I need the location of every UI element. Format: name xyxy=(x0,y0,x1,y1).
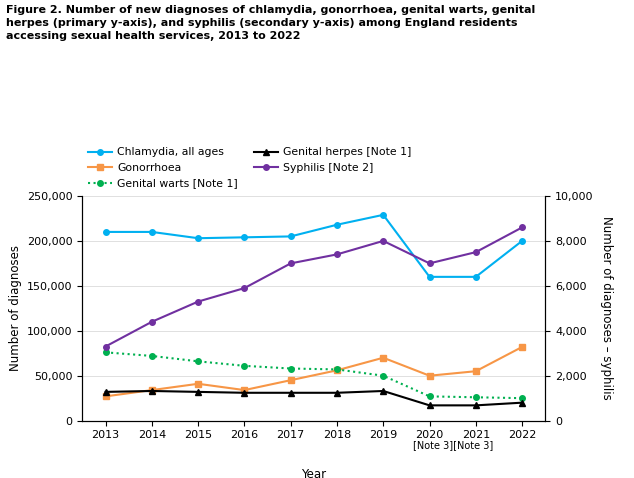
Text: Figure 2. Number of new diagnoses of chlamydia, gonorrhoea, genital warts, genit: Figure 2. Number of new diagnoses of chl… xyxy=(6,5,536,41)
X-axis label: Year: Year xyxy=(301,468,327,478)
Legend: Chlamydia, all ages, Gonorrhoea, Genital warts [Note 1], Genital herpes [Note 1]: Chlamydia, all ages, Gonorrhoea, Genital… xyxy=(88,148,411,188)
Y-axis label: Number of diagnoses: Number of diagnoses xyxy=(8,245,22,371)
Y-axis label: Number of diagnoses – syphilis: Number of diagnoses – syphilis xyxy=(600,217,613,400)
Text: [Note 3][Note 3]: [Note 3][Note 3] xyxy=(413,440,493,450)
